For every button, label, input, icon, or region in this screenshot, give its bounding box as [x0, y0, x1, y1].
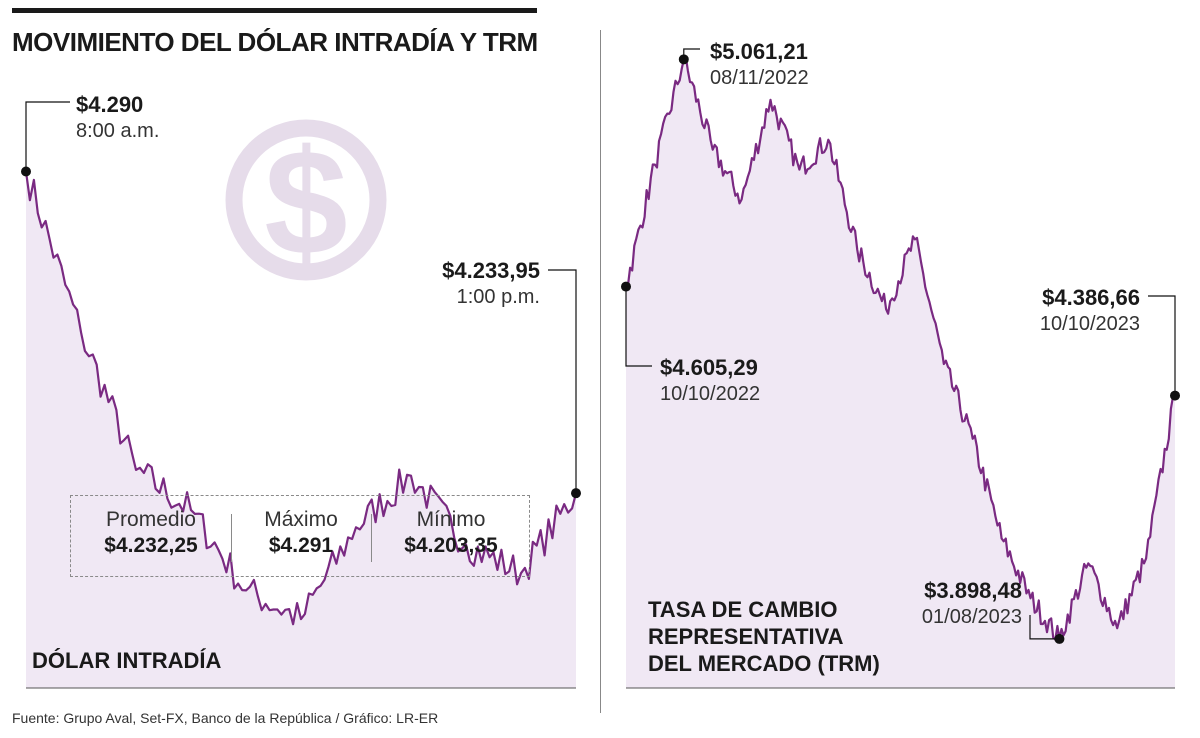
stat-max-value: $4.291: [268, 534, 334, 557]
stat-min: Mínimo $4.203,35: [371, 496, 531, 576]
chart-title: MOVIMIENTO DEL DÓLAR INTRADÍA Y TRM: [12, 27, 538, 57]
trm-end-leader: [1148, 295, 1176, 396]
stat-min-value: $4.203,35: [404, 534, 498, 557]
trm-end-date: 10/10/2023: [1039, 313, 1140, 335]
intraday-end-leader: [548, 269, 577, 494]
trm-start-label: $4.605,29 10/10/2022: [660, 355, 760, 407]
intraday-start-leader: [25, 101, 70, 172]
trm-title-line: DEL MERCADO (TRM): [648, 651, 880, 676]
stat-max: Máximo $4.291: [231, 496, 371, 576]
intraday-start-label: $4.290 8:00 a.m.: [76, 92, 159, 144]
trm-area: [626, 57, 1175, 689]
trm-section-title: TASA DE CAMBIO REPRESENTATIVA DEL MERCAD…: [648, 596, 880, 677]
intraday-end-time: 1:00 p.m.: [456, 286, 540, 308]
panel-divider: [600, 30, 601, 713]
stat-min-name: Mínimo: [416, 508, 486, 531]
stat-average-value: $4.232,25: [104, 534, 198, 557]
intraday-series-line: [24, 171, 578, 626]
trm-title-line: TASA DE CAMBIO: [648, 597, 838, 622]
intraday-area: [26, 171, 576, 688]
intraday-end-value: $4.233,95: [442, 258, 540, 283]
intraday-start-time: 8:00 a.m.: [76, 120, 160, 142]
trm-start-date: 10/10/2022: [660, 383, 761, 405]
intraday-end-label: $4.233,95 1:00 p.m.: [380, 258, 540, 310]
trm-series-line: [625, 56, 1176, 641]
trm-start-value: $4.605,29: [660, 355, 758, 380]
title-bar: [12, 8, 537, 13]
intraday-start-value: $4.290: [76, 92, 144, 117]
stat-separator: [371, 514, 372, 562]
svg-text:$: $: [264, 118, 347, 286]
trm-max-label: $5.061,21 08/11/2022: [710, 39, 809, 91]
trm-min-value: $3.898,48: [924, 578, 1022, 603]
stat-separator: [231, 514, 232, 562]
trm-min-label: $3.898,48 01/08/2023: [880, 578, 1022, 630]
trm-point: [678, 54, 689, 65]
trm-max-value: $5.061,21: [710, 39, 808, 64]
source-note: Fuente: Grupo Aval, Set-FX, Banco de la …: [12, 710, 439, 726]
dollar-coin-icon: $: [225, 118, 387, 286]
trm-min-leader: [1029, 615, 1060, 640]
trm-end-value: $4.386,66: [1042, 285, 1140, 310]
trm-end-label: $4.386,66 10/10/2023: [990, 285, 1140, 337]
trm-max-leader: [683, 48, 700, 60]
trm-title-line: REPRESENTATIVA: [648, 624, 844, 649]
trm-max-date: 08/11/2022: [710, 67, 809, 89]
intraday-section-title: DÓLAR INTRADÍA: [32, 648, 222, 673]
trm-chart: [621, 48, 1180, 689]
trm-start-leader: [625, 286, 652, 367]
trm-min-date: 01/08/2023: [921, 606, 1022, 628]
stat-max-name: Máximo: [264, 508, 338, 531]
stat-average-name: Promedio: [106, 508, 196, 531]
stats-box: Promedio $4.232,25 Máximo $4.291 Mínimo …: [70, 495, 530, 577]
stat-average: Promedio $4.232,25: [71, 496, 231, 576]
intraday-chart: [21, 101, 581, 689]
